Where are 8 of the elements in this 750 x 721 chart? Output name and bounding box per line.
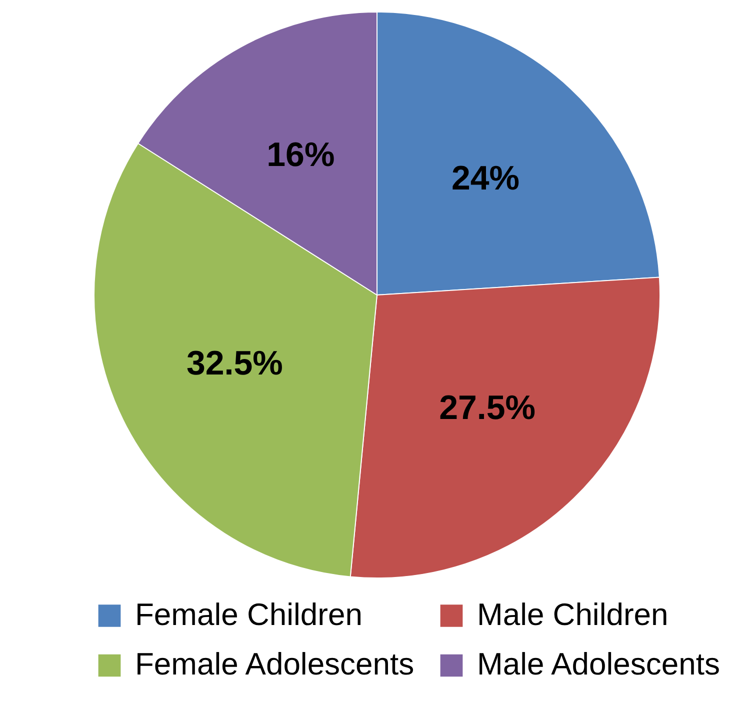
legend-label: Male Children [477, 596, 668, 632]
data-label: 24% [451, 159, 520, 198]
data-label: 27.5% [439, 388, 536, 427]
data-label: 16% [266, 136, 335, 174]
data-label: 32.5% [186, 344, 283, 383]
legend-label: Female Children [135, 596, 362, 632]
legend-label: Female Adolescents [135, 646, 414, 682]
legend-label: Male Adolescents [477, 646, 720, 682]
